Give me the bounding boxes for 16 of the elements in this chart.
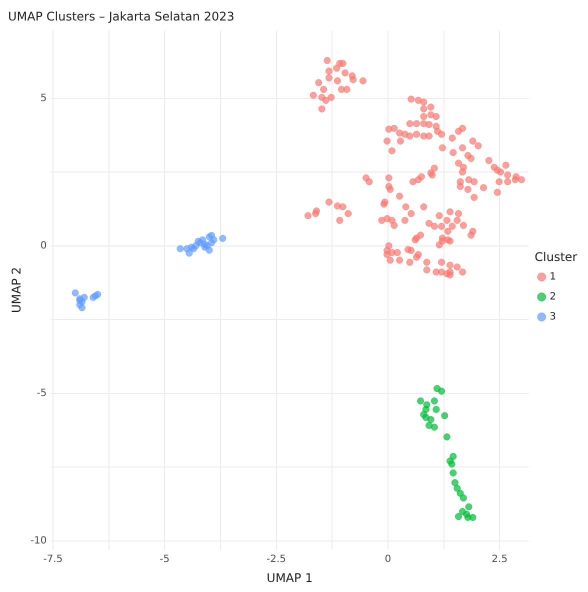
x-tick-label: -2.5: [266, 554, 286, 566]
y-tick-label: 5: [40, 92, 47, 104]
x-axis-title: UMAP 1: [266, 570, 313, 585]
x-tick-label: 2.5: [492, 554, 508, 566]
legend-label: 2: [550, 292, 556, 303]
y-tick-label: -10: [30, 535, 47, 546]
legend-label: 1: [550, 272, 556, 283]
y-tick-label: 0: [40, 240, 47, 252]
legend-title: Cluster: [534, 250, 578, 264]
x-tick-label: -7.5: [43, 554, 63, 566]
legend-label: 3: [550, 312, 556, 323]
y-axis-title: UMAP 2: [9, 266, 24, 314]
x-tick-label: -5: [160, 554, 170, 566]
y-tick-label: -5: [36, 388, 47, 399]
chart-title: UMAP Clusters – Jakarta Selatan 2023: [8, 9, 234, 24]
x-tick-label: 0: [384, 554, 392, 566]
